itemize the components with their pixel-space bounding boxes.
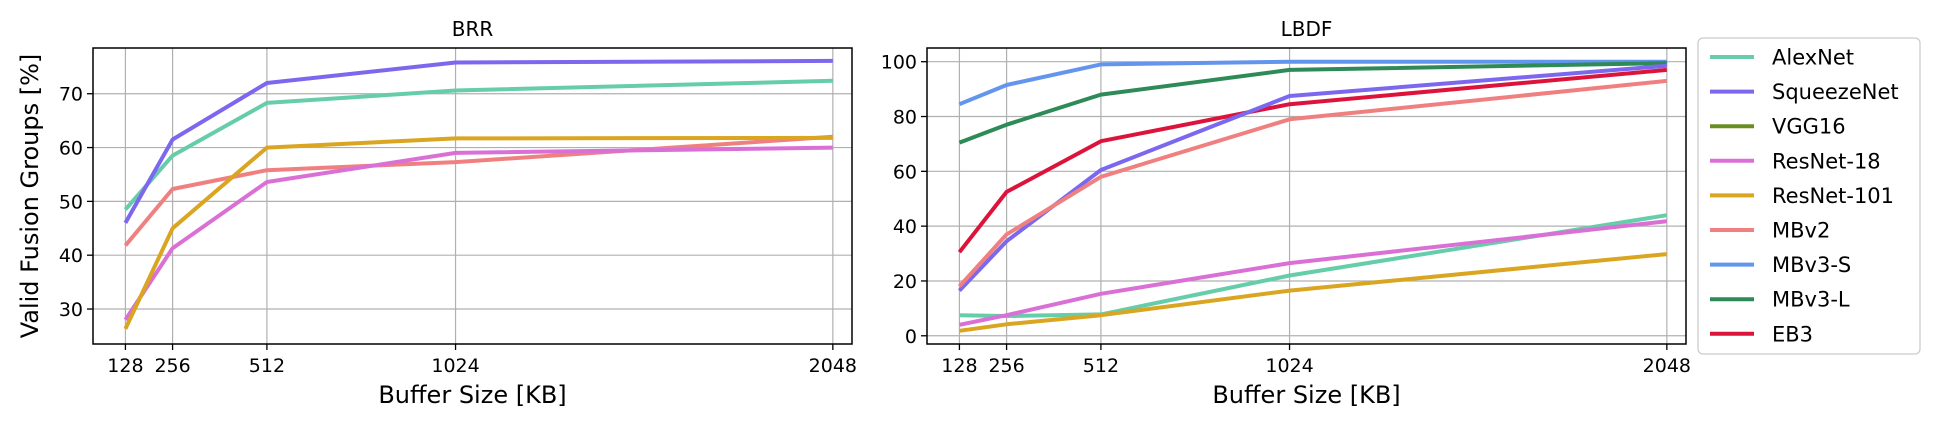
chart-title: BRR [452,17,494,41]
plot-frame [926,47,1687,345]
y-tick-label: 40 [59,245,83,267]
legend-box [1697,37,1921,355]
series-line-eb3 [957,67,1667,254]
series-line-squeezenet [957,63,1667,292]
legend-label-vgg16: VGG16 [1772,115,1846,139]
x-tick-label: 2048 [809,355,857,377]
x-axis-label: Buffer Size [KB] [1212,381,1400,409]
series-line-resnet-101 [959,252,1667,333]
x-tick-label: 256 [154,355,190,377]
x-tick-label: 512 [1083,355,1119,377]
y-tick-label: 60 [893,161,917,183]
series-group [123,58,833,330]
series-line-mbv2 [123,134,833,247]
legend-label-resnet-18: ResNet-18 [1772,149,1881,173]
x-axis-label: Buffer Size [KB] [378,381,566,409]
series-line-mbv3-l [958,61,1667,145]
legend-label-mbv2: MBv2 [1772,219,1830,243]
series-group [957,59,1668,333]
chart-title: LBDF [1281,17,1333,41]
x-tick-label: 2048 [1643,355,1691,377]
x-tick-label: 1024 [1265,355,1313,377]
series-line-alexnet [123,78,833,211]
grid [93,48,852,344]
legend-label-mbv3-l: MBv3-L [1772,288,1850,312]
series-line-squeezenet [123,58,833,224]
legend-label-mbv3-s: MBv3-S [1772,253,1851,277]
y-tick-label: 100 [881,52,917,74]
series-line-mbv3-s [958,59,1667,107]
y-axis-label: Valid Fusion Groups [%] [16,54,44,339]
legend-label-squeezenet: SqueezeNet [1772,80,1899,104]
y-tick-label: 70 [59,84,83,106]
series-line-mbv2 [957,78,1668,288]
x-tick-label: 128 [107,355,143,377]
series-line-resnet-18 [959,219,1668,327]
chart-0: 128 256 512 1024 2048 30 40 50 60 70 BRR Buffer Siz… [16,17,857,409]
chart-1: 128 256 512 1024 2048 0 20 40 60 80 100 LBDF Buffer … [881,17,1691,409]
plot-frame [92,47,853,345]
y-tick-label: 80 [893,107,917,129]
legend-label-eb3: EB3 [1772,322,1813,346]
series-line-resnet-101 [123,135,833,330]
x-tick-label: 512 [249,355,285,377]
legend-label-alexnet: AlexNet [1772,46,1854,70]
x-tick-label: 256 [988,355,1024,377]
x-tick-label: 128 [941,355,977,377]
x-tick-label: 1024 [431,355,479,377]
y-tick-label: 30 [59,299,83,321]
y-tick-label: 50 [59,191,83,213]
y-tick-label: 20 [893,271,917,293]
series-line-resnet-18 [123,145,833,321]
legend-label-resnet-101: ResNet-101 [1772,184,1894,208]
y-tick-label: 40 [893,216,917,238]
legend: AlexNet SqueezeNet VGG16 ResNet-18 ResNet-10… [1697,37,1921,355]
y-tick-label: 60 [59,138,83,160]
y-tick-label: 0 [905,326,917,348]
